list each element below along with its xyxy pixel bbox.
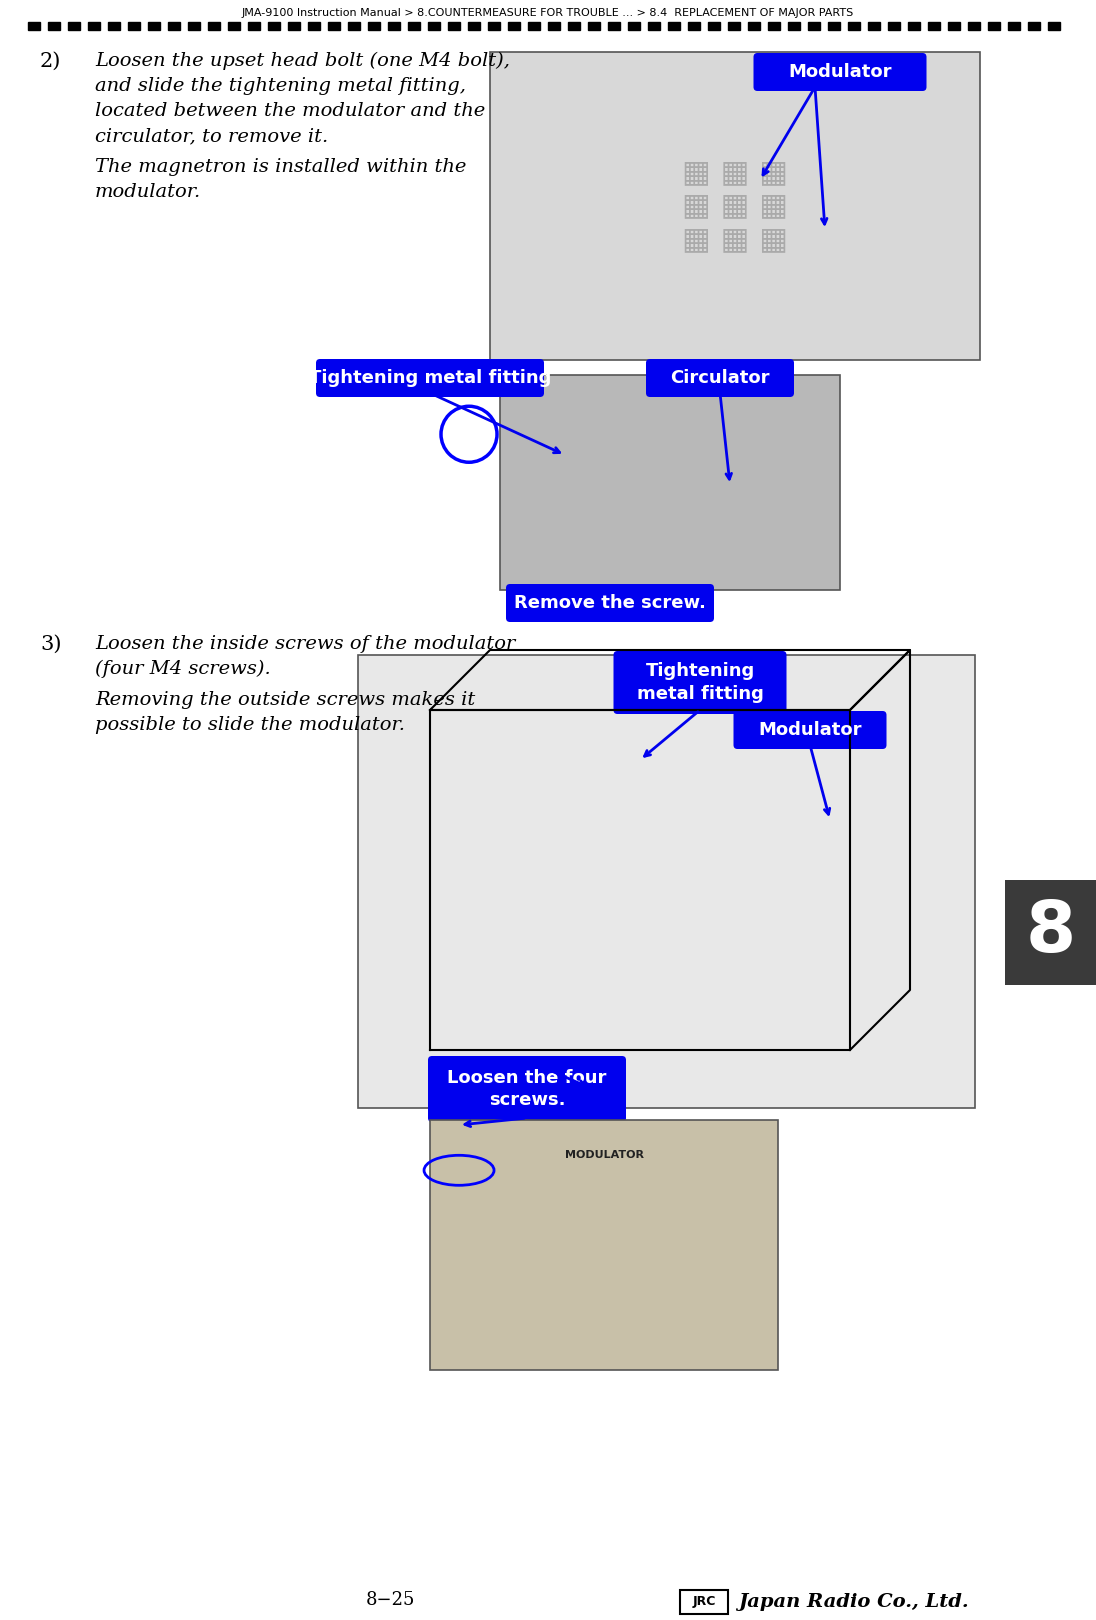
Bar — [328, 23, 340, 31]
Bar — [848, 23, 860, 31]
Text: Tightening
metal fitting: Tightening metal fitting — [637, 663, 764, 703]
Bar — [148, 23, 160, 31]
Bar — [587, 23, 600, 31]
Bar — [109, 23, 119, 31]
Text: Remove the screw.: Remove the screw. — [514, 595, 706, 612]
Bar — [1048, 23, 1060, 31]
FancyBboxPatch shape — [1005, 880, 1096, 985]
FancyBboxPatch shape — [680, 1589, 728, 1614]
Bar — [88, 23, 100, 31]
Text: Modulator: Modulator — [788, 63, 892, 81]
Bar — [429, 23, 439, 31]
Bar — [987, 23, 1000, 31]
FancyBboxPatch shape — [500, 374, 840, 590]
FancyBboxPatch shape — [430, 1119, 778, 1371]
Text: ▦ ▦ ▦
▦ ▦ ▦
▦ ▦ ▦: ▦ ▦ ▦ ▦ ▦ ▦ ▦ ▦ ▦ — [682, 157, 788, 254]
Bar — [928, 23, 940, 31]
Bar — [907, 23, 920, 31]
Bar — [368, 23, 380, 31]
Bar — [128, 23, 140, 31]
Text: Japan Radio Co., Ltd.: Japan Radio Co., Ltd. — [738, 1592, 969, 1610]
Text: circulator, to remove it.: circulator, to remove it. — [95, 126, 328, 146]
Bar — [28, 23, 39, 31]
FancyBboxPatch shape — [506, 583, 713, 622]
Text: possible to slide the modulator.: possible to slide the modulator. — [95, 716, 406, 734]
Text: modulator.: modulator. — [95, 183, 202, 201]
Bar — [388, 23, 400, 31]
Bar — [349, 23, 359, 31]
FancyBboxPatch shape — [490, 52, 980, 360]
Bar — [509, 23, 520, 31]
Bar — [608, 23, 620, 31]
Text: Circulator: Circulator — [671, 369, 769, 387]
Bar — [808, 23, 820, 31]
Bar — [548, 23, 560, 31]
Bar — [1008, 23, 1020, 31]
Bar — [288, 23, 300, 31]
Bar — [189, 23, 199, 31]
Text: and slide the tightening metal fitting,: and slide the tightening metal fitting, — [95, 78, 466, 96]
Bar — [408, 23, 420, 31]
Bar — [308, 23, 320, 31]
Text: JRC: JRC — [693, 1596, 716, 1609]
FancyBboxPatch shape — [733, 711, 887, 748]
Bar — [788, 23, 800, 31]
FancyBboxPatch shape — [614, 651, 787, 714]
Bar — [667, 23, 680, 31]
Bar — [728, 23, 740, 31]
Bar — [468, 23, 480, 31]
Text: (four M4 screws).: (four M4 screws). — [95, 659, 271, 679]
FancyBboxPatch shape — [358, 654, 975, 1108]
Bar — [448, 23, 460, 31]
Bar — [1028, 23, 1040, 31]
Bar — [528, 23, 540, 31]
Text: 2): 2) — [39, 52, 61, 71]
FancyBboxPatch shape — [754, 53, 926, 91]
FancyBboxPatch shape — [646, 360, 794, 397]
Bar — [948, 23, 960, 31]
Text: Loosen the upset head bolt (one M4 bolt),: Loosen the upset head bolt (one M4 bolt)… — [95, 52, 510, 70]
Bar — [568, 23, 580, 31]
Text: Loosen the four
screws.: Loosen the four screws. — [447, 1069, 607, 1110]
Text: 8: 8 — [1026, 897, 1075, 967]
Bar — [488, 23, 500, 31]
Bar — [648, 23, 660, 31]
Bar — [827, 23, 840, 31]
Bar — [208, 23, 220, 31]
Bar — [747, 23, 760, 31]
Bar — [228, 23, 240, 31]
Text: JMA-9100 Instruction Manual > 8.COUNTERMEASURE FOR TROUBLE ... > 8.4  REPLACEMEN: JMA-9100 Instruction Manual > 8.COUNTERM… — [242, 8, 854, 18]
Text: Modulator: Modulator — [758, 721, 861, 739]
Bar — [248, 23, 260, 31]
Text: Removing the outside screws makes it: Removing the outside screws makes it — [95, 692, 476, 710]
Text: 3): 3) — [39, 635, 61, 654]
Text: located between the modulator and the: located between the modulator and the — [95, 102, 486, 120]
Bar — [688, 23, 700, 31]
Bar — [968, 23, 980, 31]
FancyBboxPatch shape — [316, 360, 544, 397]
Text: The magnetron is installed within the: The magnetron is installed within the — [95, 159, 467, 177]
Bar — [48, 23, 60, 31]
Bar — [708, 23, 720, 31]
Text: Tightening metal fitting: Tightening metal fitting — [309, 369, 551, 387]
Bar — [68, 23, 80, 31]
Bar — [768, 23, 780, 31]
Text: MODULATOR: MODULATOR — [564, 1150, 643, 1160]
Bar — [269, 23, 279, 31]
FancyBboxPatch shape — [429, 1056, 626, 1123]
Text: 8−25: 8−25 — [365, 1591, 414, 1609]
Bar — [628, 23, 640, 31]
Bar — [868, 23, 880, 31]
Bar — [888, 23, 900, 31]
Bar — [168, 23, 180, 31]
Text: Loosen the inside screws of the modulator: Loosen the inside screws of the modulato… — [95, 635, 515, 653]
